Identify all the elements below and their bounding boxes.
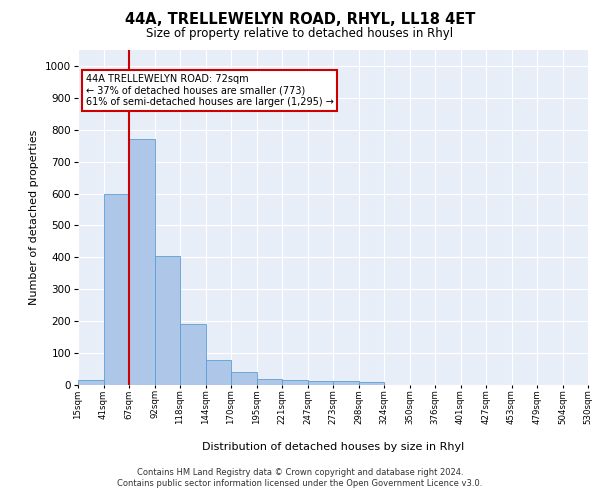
Bar — [308, 381, 333, 385]
Y-axis label: Number of detached properties: Number of detached properties — [29, 130, 40, 305]
Bar — [359, 382, 384, 385]
Bar — [205, 360, 231, 385]
Bar — [129, 140, 155, 385]
Bar — [104, 194, 129, 385]
Bar — [180, 324, 205, 385]
Text: 44A, TRELLEWELYN ROAD, RHYL, LL18 4ET: 44A, TRELLEWELYN ROAD, RHYL, LL18 4ET — [125, 12, 475, 28]
Bar — [231, 372, 257, 385]
Bar — [78, 380, 104, 385]
Text: Size of property relative to detached houses in Rhyl: Size of property relative to detached ho… — [146, 28, 454, 40]
Text: Contains HM Land Registry data © Crown copyright and database right 2024.
Contai: Contains HM Land Registry data © Crown c… — [118, 468, 482, 487]
Text: Distribution of detached houses by size in Rhyl: Distribution of detached houses by size … — [202, 442, 464, 452]
Bar — [333, 381, 359, 385]
Bar — [155, 256, 180, 385]
Bar — [282, 380, 308, 385]
Text: 44A TRELLEWELYN ROAD: 72sqm
← 37% of detached houses are smaller (773)
61% of se: 44A TRELLEWELYN ROAD: 72sqm ← 37% of det… — [86, 74, 334, 107]
Bar — [257, 380, 282, 385]
